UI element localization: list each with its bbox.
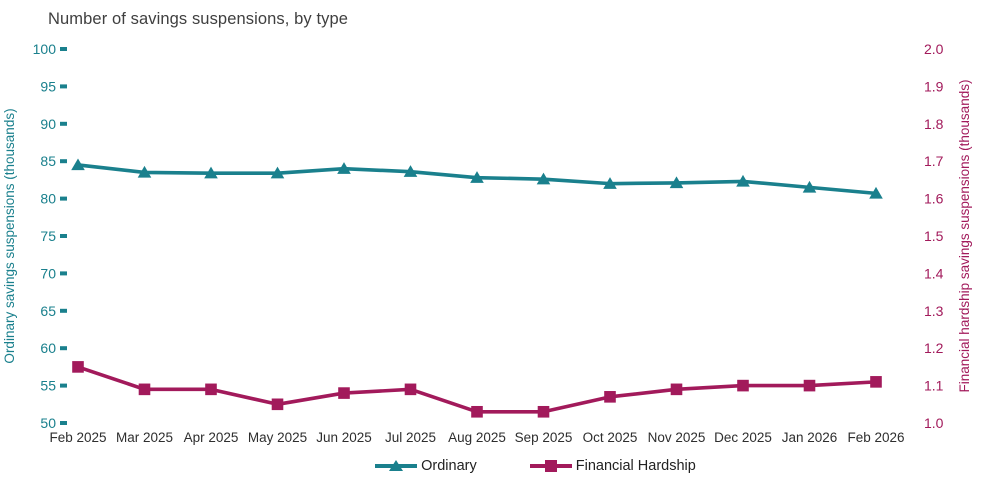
left-axis-tick-label: 70 [40,265,56,281]
left-axis-tick-mark [60,196,67,201]
left-axis-tick-label: 75 [40,228,56,244]
right-axis-tick-label: 1.4 [924,265,944,281]
financial-hardship-line [76,365,878,414]
x-axis-tick-label: Dec 2025 [714,430,772,445]
x-axis-tick-label: Mar 2025 [116,430,173,445]
left-axis-tick-mark [60,47,67,51]
left-axis-title: Ordinary savings suspensions (thousands) [2,108,17,363]
left-axis-tick-label: 85 [40,153,56,169]
right-axis-tick-label: 1.5 [924,228,944,244]
financial-hardship-marker [537,405,550,418]
financial-hardship-marker [803,379,816,392]
ordinary-marker [204,166,218,179]
x-axis-tick-label: Jan 2026 [782,430,838,445]
ordinary-legend-swatch-icon [375,460,418,471]
financial-hardship-marker [404,383,417,396]
x-axis-tick-label: Feb 2026 [847,430,904,445]
ordinary-marker [270,166,285,179]
ordinary-marker [470,171,484,183]
ordinary-marker [869,186,883,199]
plot-area: 100 95 90 85 80 75 70 65 60 55 50 2.0 1.9 1.8 1.7 1.6 1.… [2,41,972,445]
left-axis-tick-mark [60,383,67,388]
ordinary-marker [669,176,684,189]
financial-hardship-marker [471,405,483,418]
ordinary-marker [603,177,617,189]
left-axis-tick-mark [60,346,67,351]
left-axis-tick-label: 60 [40,340,56,356]
legend-item-financial-hardship: Financial Hardship [529,458,696,474]
right-axis-tick-label: 1.2 [924,340,944,356]
right-axis-title: Financial hardship savings suspensions (… [957,80,972,393]
x-axis-tick-label: Sep 2025 [515,430,573,445]
legend: Ordinary Financial Hardship [0,458,1000,474]
left-axis-tick-label: 100 [33,41,57,57]
chart-title: Number of savings suspensions, by type [48,10,349,28]
left-axis-tick-label: 65 [40,303,56,319]
left-axis-tick-label: 90 [40,116,56,132]
left-axis-tick-label: 50 [40,415,56,431]
right-axis-tick-label: 1.1 [924,378,944,394]
ordinary-marker [71,158,85,171]
x-axis-tick-label: Oct 2025 [583,430,638,445]
financial-hardship-marker [870,376,882,388]
legend-item-ordinary: Ordinary [374,458,477,474]
legend-label-financial-hardship: Financial Hardship [575,458,696,474]
right-axis-tick-label: 1.6 [924,191,944,207]
right-axis-tick-label: 1.7 [924,153,944,169]
ordinary-marker [736,174,750,187]
financial-hardship-marker [604,391,616,403]
left-axis-tick-mark [60,234,67,238]
left-axis-tick-mark [60,271,67,276]
ordinary-marker [536,172,551,185]
left-axis-tick-label: 55 [40,378,56,394]
x-axis-tick-label: Feb 2025 [49,430,106,445]
financial-hardship-marker [670,383,683,396]
x-axis-tick-label: Jun 2025 [316,430,372,445]
x-axis-tick-label: Apr 2025 [184,430,239,445]
financial-hardship-marker [138,383,151,396]
ordinary-marker [337,162,351,174]
left-axis-tick-mark [60,159,67,164]
financial-hardship-legend-swatch-icon [529,460,572,472]
right-axis-tick-label: 1.0 [924,415,944,431]
ordinary-marker [137,165,152,178]
x-axis-tick-label: May 2025 [248,430,307,445]
x-axis-tick-label: Aug 2025 [448,430,506,445]
ordinary-marker [403,165,418,177]
financial-hardship-marker [737,379,749,392]
ordinary-marker [802,180,817,193]
left-axis-tick-label: 95 [40,78,56,94]
left-axis-tick-mark [60,84,67,89]
financial-hardship-marker [205,383,217,396]
right-axis-tick-label: 1.8 [924,116,944,132]
x-axis-tick-label: Jul 2025 [385,430,436,445]
right-axis-tick-label: 2.0 [924,41,944,57]
legend-label-ordinary: Ordinary [421,458,477,474]
left-axis-tick-mark [60,421,67,425]
left-axis-tick-mark [60,308,67,313]
x-axis-tick-label: Nov 2025 [648,430,706,445]
financial-hardship-marker [338,387,350,399]
left-axis-tick-label: 80 [40,191,56,207]
financial-hardship-marker [72,361,84,373]
financial-hardship-marker [271,398,284,411]
right-axis-tick-label: 1.9 [924,78,944,94]
right-axis-tick-label: 1.3 [924,303,944,319]
left-axis-tick-mark [60,121,67,126]
